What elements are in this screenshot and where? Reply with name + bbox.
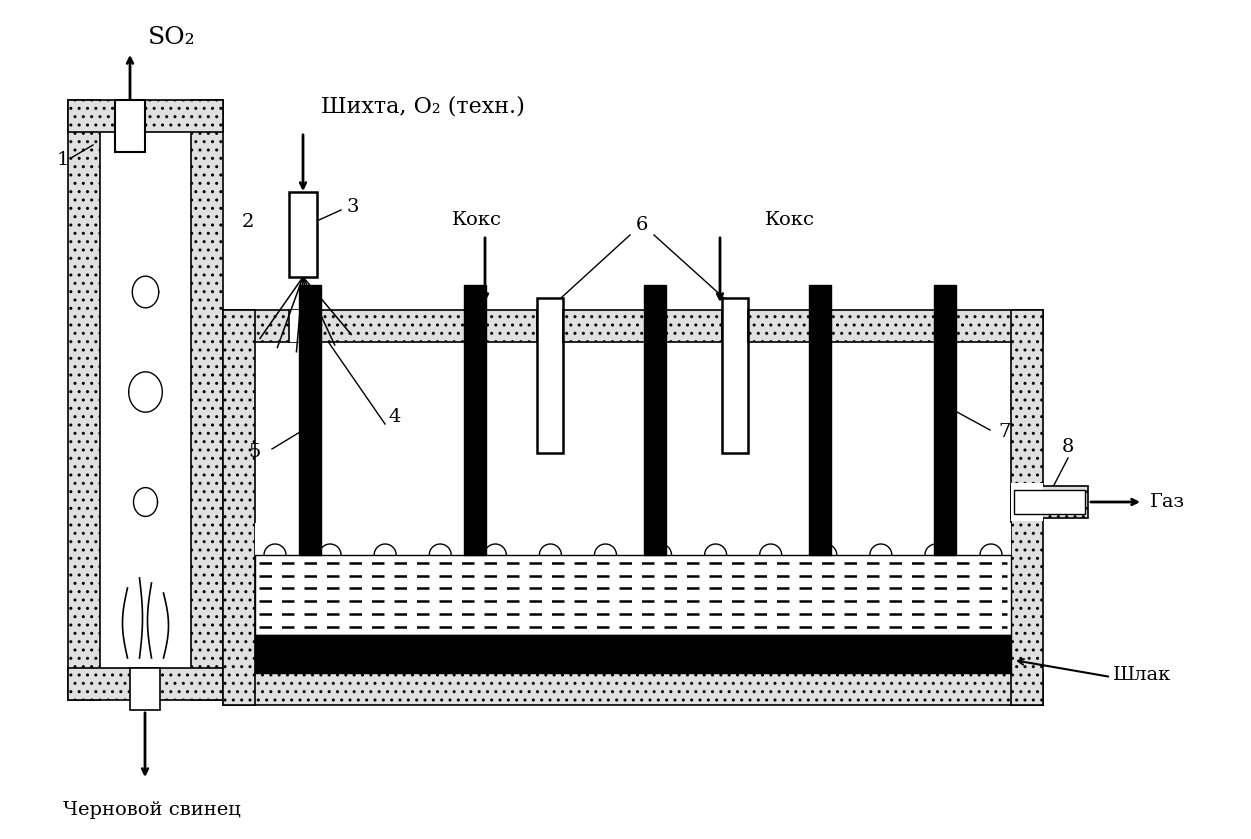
Bar [537,298,563,453]
Bar [644,310,666,342]
Text: 1: 1 [56,151,69,169]
Bar [299,285,322,555]
Bar [809,285,831,555]
Bar [1011,486,1088,518]
Bar [255,555,1011,635]
Text: Кокс: Кокс [766,211,814,229]
Bar [68,100,100,700]
Text: 3: 3 [347,198,359,216]
Bar [223,310,255,705]
Text: Шихта, O₂ (техн.): Шихта, O₂ (техн.) [322,96,525,118]
Bar [289,192,317,277]
Bar [722,298,748,453]
Bar [1011,483,1043,521]
Text: Черновой свинец: Черновой свинец [63,801,240,819]
Bar [809,310,831,342]
Bar [255,635,1011,673]
Bar [464,310,485,342]
Text: 6: 6 [636,216,648,234]
Text: 2: 2 [241,213,254,231]
Bar [68,668,223,700]
Bar [100,132,191,668]
Bar [115,100,145,152]
Bar [464,285,485,555]
Bar [934,310,956,342]
Bar [68,100,223,132]
Bar [722,310,748,342]
Bar [130,668,160,710]
Text: 7: 7 [998,423,1011,441]
Text: SO₂: SO₂ [148,27,195,50]
Bar [130,668,160,700]
Text: Кокс: Кокс [452,211,502,229]
Text: Шлак: Шлак [1113,666,1171,684]
Bar [223,673,1043,705]
Bar [1015,490,1085,514]
Bar [1011,310,1043,705]
Bar [255,523,1011,555]
Bar [934,285,956,555]
Bar [255,342,1011,673]
Bar [223,310,1043,342]
Bar [289,310,317,342]
Text: 4: 4 [389,408,402,426]
Bar [299,310,322,342]
Bar [537,310,563,342]
Text: Газ: Газ [1150,493,1185,511]
Text: 5: 5 [249,443,261,461]
Bar [191,100,223,700]
Bar [644,285,666,555]
Text: 8: 8 [1062,438,1075,456]
